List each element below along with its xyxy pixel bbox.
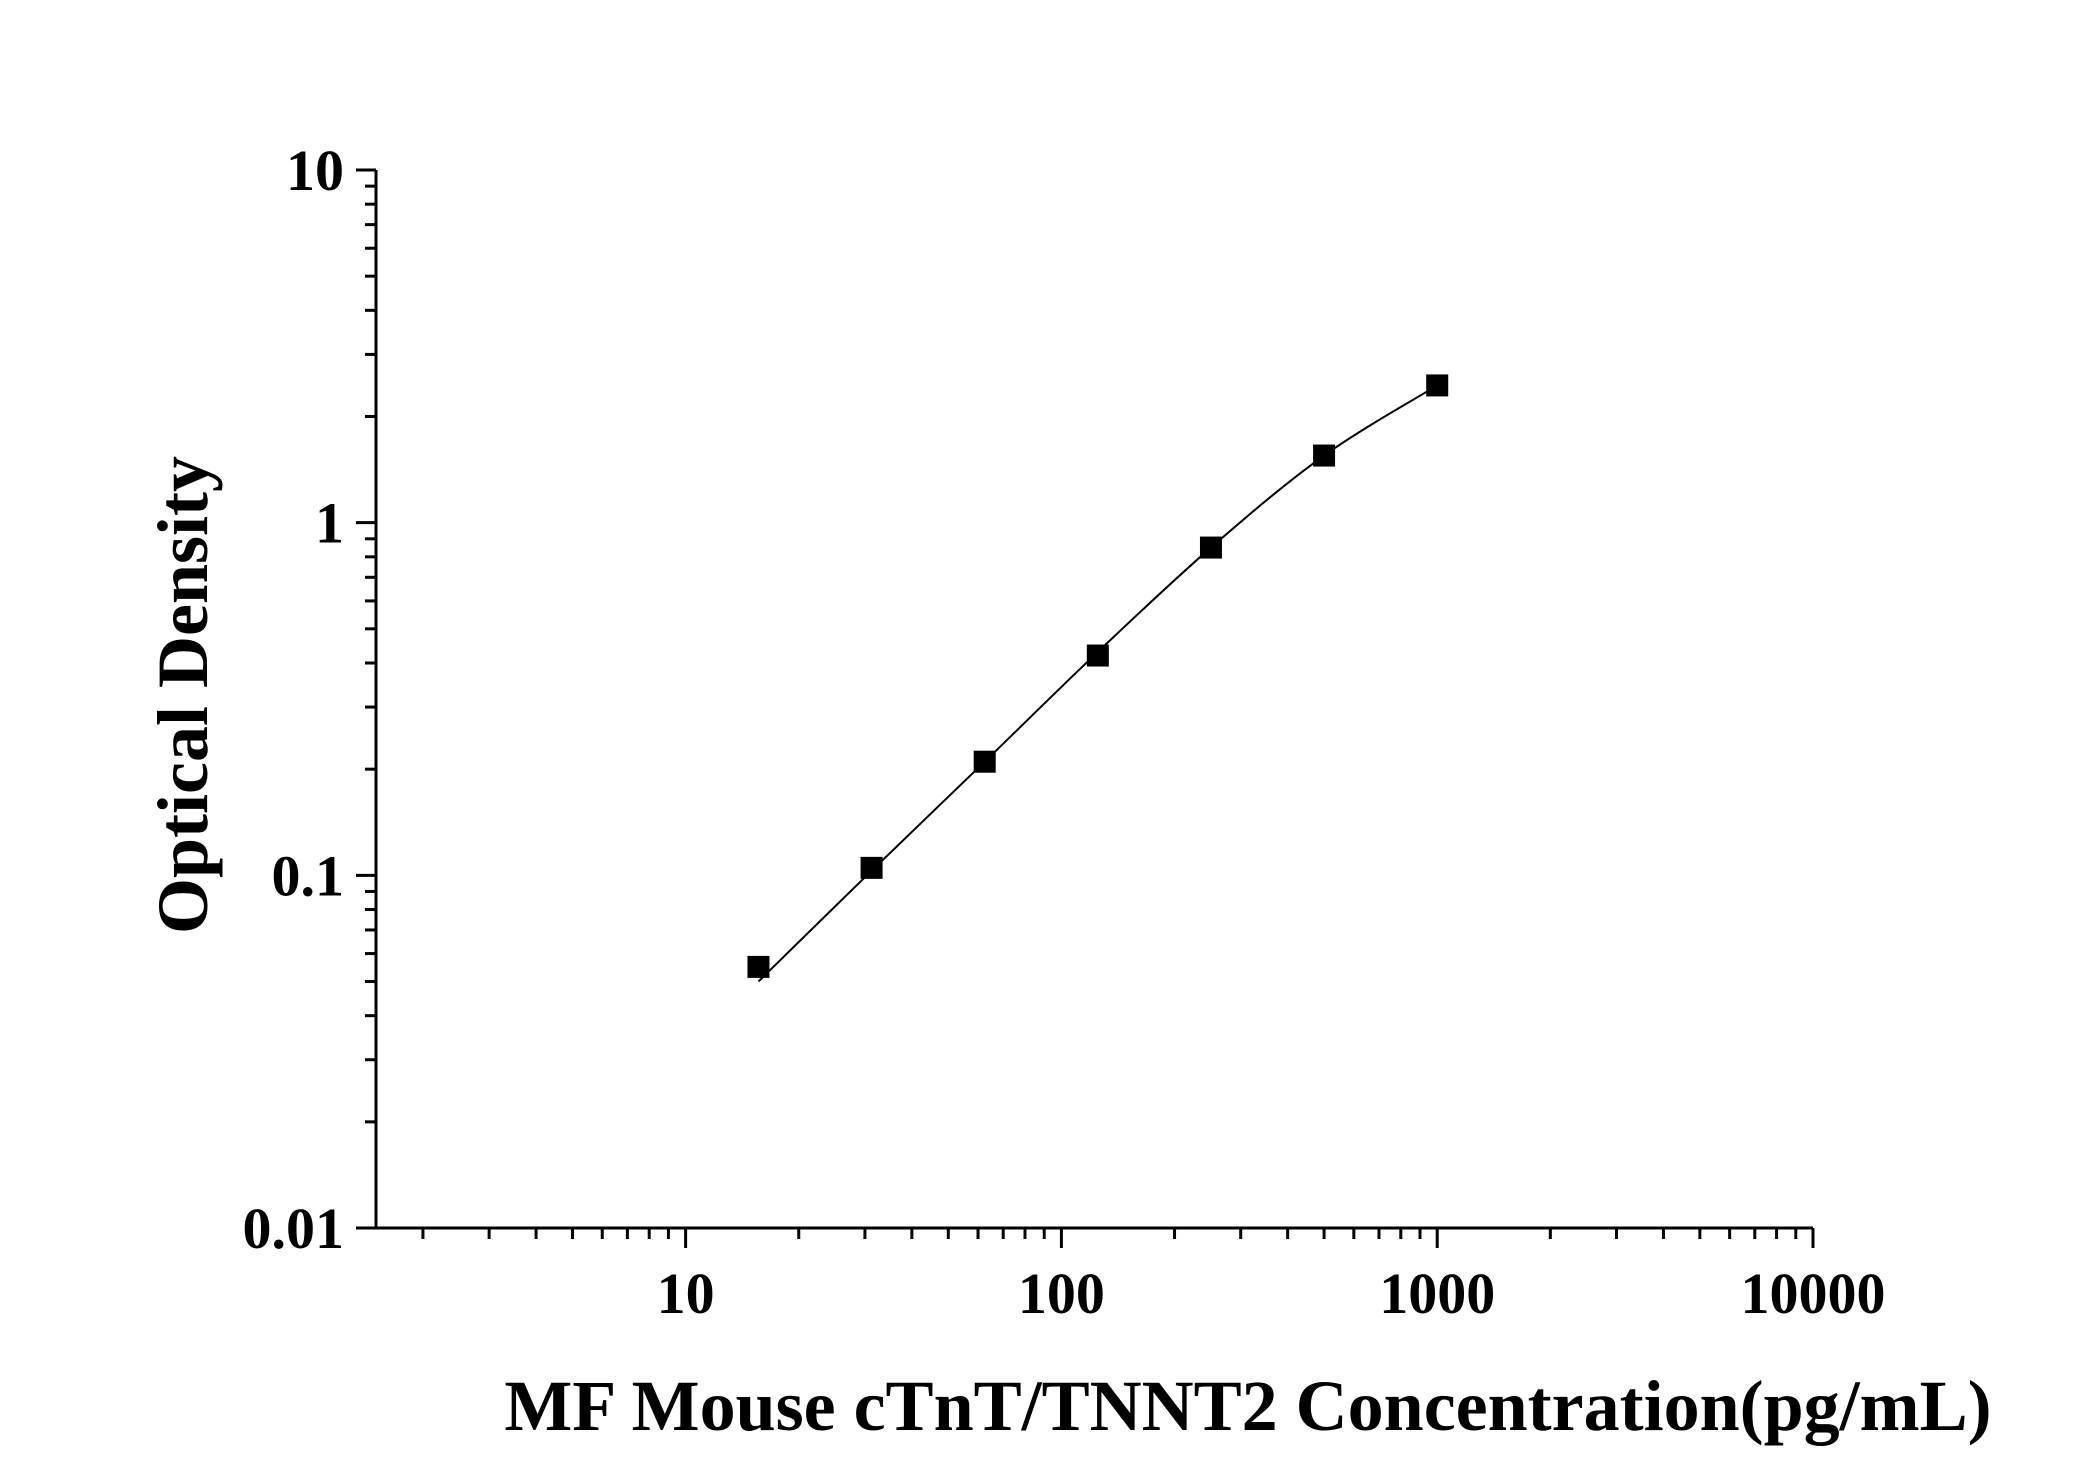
x-tick-label: 100: [1018, 1261, 1105, 1326]
fit-curve-layer: [757, 384, 1438, 983]
y-tick-label: 10: [286, 138, 344, 203]
x-tick-label: 10: [657, 1261, 715, 1326]
y-tick-label: 0.1: [272, 843, 345, 908]
y-axis-title: Optical Density: [143, 456, 223, 934]
y-tick-label: 0.01: [243, 1196, 345, 1261]
ticks-layer: [356, 168, 1815, 1248]
tick-labels-layer: 10 100 1000 10000 0.01 0.1 1 10: [243, 138, 1886, 1326]
axes-layer: [374, 170, 1813, 1230]
data-point: [747, 955, 770, 978]
x-axis-title: MF Mouse cTnT/TNNT2 Concentration(pg/mL): [504, 1366, 1991, 1446]
data-point: [973, 750, 996, 773]
y-tick-label: 1: [315, 491, 344, 556]
x-tick-label: 10000: [1741, 1261, 1886, 1326]
data-point: [1313, 444, 1336, 467]
fit-curve-line: [757, 384, 1438, 983]
data-point: [1426, 374, 1449, 397]
x-tick-label: 1000: [1379, 1261, 1495, 1326]
data-point: [1086, 644, 1109, 667]
data-point: [860, 856, 883, 879]
data-points-layer: [747, 374, 1449, 978]
data-point: [1199, 536, 1222, 559]
